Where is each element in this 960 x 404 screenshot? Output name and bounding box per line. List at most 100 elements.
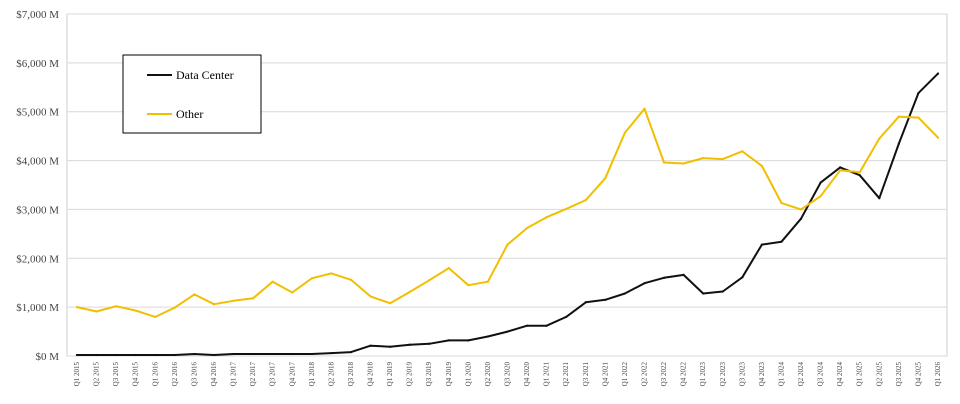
x-tick-label: Q3 2023 — [738, 362, 746, 387]
x-tick-label: Q1 2024 — [777, 362, 785, 387]
y-tick-label: $2,000 M — [16, 253, 59, 265]
data-point-data-center — [760, 243, 763, 246]
data-point-data-center — [291, 352, 294, 356]
data-point-other — [212, 303, 216, 306]
data-point-other — [682, 162, 685, 165]
x-tick-label: Q4 2018 — [367, 362, 375, 387]
data-point-data-center — [349, 350, 353, 354]
x-tick-label: Q2 2018 — [327, 362, 335, 387]
x-tick-label: Q1 2025 — [856, 362, 864, 387]
data-point-data-center — [173, 353, 176, 357]
data-point-data-center — [95, 353, 98, 357]
data-point-other — [330, 272, 333, 275]
series-line-other — [76, 107, 939, 318]
x-tick-label: Q3 2017 — [269, 362, 277, 387]
x-tick-label: Q1 2016 — [151, 362, 159, 387]
y-tick-label: $1,000 M — [16, 302, 59, 314]
data-point-data-center — [741, 276, 744, 279]
data-point-other — [95, 310, 98, 313]
y-tick-label: $7,000 M — [16, 9, 59, 21]
data-point-other — [369, 295, 372, 298]
x-tick-label: Q2 2016 — [171, 362, 179, 387]
x-tick-label: Q2 2025 — [875, 362, 883, 387]
data-point-other — [643, 107, 646, 110]
x-tick-label: Q1 2018 — [308, 362, 316, 387]
data-point-other — [428, 279, 431, 282]
data-point-other — [858, 171, 861, 174]
data-point-other — [349, 278, 353, 281]
data-point-other — [702, 157, 705, 160]
data-point-other — [545, 216, 548, 219]
data-point-other — [232, 299, 235, 302]
x-tick-label: Q4 2024 — [836, 362, 844, 387]
data-point-data-center — [819, 181, 822, 184]
x-tick-label: Q4 2023 — [758, 362, 766, 387]
x-tick-label: Q4 2020 — [523, 362, 531, 387]
x-tick-label: Q2 2022 — [640, 362, 648, 387]
data-point-other — [467, 284, 470, 287]
data-point-data-center — [936, 72, 940, 75]
data-point-data-center — [154, 353, 157, 357]
data-point-data-center — [486, 335, 490, 338]
x-axis-ticks: Q1 2015 Q2 2015 Q3 2015 Q4 2015 Q1 2016 Q2 20… — [73, 362, 942, 387]
data-point-data-center — [584, 301, 587, 304]
data-point-data-center — [878, 197, 881, 200]
data-point-data-center — [232, 352, 235, 356]
data-point-other — [839, 169, 842, 172]
x-tick-label: Q3 2015 — [112, 362, 120, 387]
data-point-other — [173, 306, 176, 309]
x-tick-label: Q2 2017 — [249, 362, 257, 387]
data-point-other — [75, 306, 79, 309]
data-point-other — [506, 243, 509, 246]
y-tick-label: $0 M — [35, 351, 59, 363]
y-tick-label: $6,000 M — [16, 58, 59, 70]
data-point-data-center — [193, 352, 196, 356]
data-point-data-center — [75, 353, 79, 357]
data-point-data-center — [799, 217, 803, 220]
data-point-other — [486, 280, 490, 283]
x-tick-label: Q4 2016 — [210, 362, 218, 387]
data-point-other — [741, 150, 744, 153]
data-point-data-center — [212, 353, 216, 357]
data-point-other — [565, 207, 568, 211]
data-point-data-center — [565, 315, 568, 319]
legend-box — [122, 54, 262, 134]
data-point-data-center — [506, 330, 509, 333]
legend-label-other: Other — [176, 107, 203, 121]
data-point-data-center — [134, 353, 137, 357]
data-point-data-center — [428, 342, 431, 345]
data-point-data-center — [897, 142, 900, 145]
data-point-other — [193, 293, 196, 296]
data-point-other — [291, 291, 294, 294]
data-point-other — [447, 266, 450, 270]
data-point-data-center — [643, 282, 646, 285]
data-point-other — [252, 297, 255, 300]
data-point-data-center — [682, 273, 685, 276]
x-tick-label: Q1 2022 — [621, 362, 629, 387]
data-point-other — [584, 199, 587, 202]
legend: Data Center Other — [122, 54, 262, 134]
data-point-data-center — [388, 345, 392, 348]
data-point-other — [780, 201, 783, 205]
data-point-other — [408, 290, 411, 294]
x-tick-label: Q4 2015 — [132, 362, 140, 387]
data-point-other — [604, 177, 607, 180]
x-tick-label: Q3 2019 — [425, 362, 433, 387]
data-point-other — [388, 302, 392, 305]
x-tick-label: Q1 2023 — [699, 362, 707, 387]
data-point-data-center — [662, 276, 666, 279]
data-point-data-center — [623, 292, 627, 295]
x-tick-label: Q4 2021 — [601, 362, 609, 387]
data-point-other — [878, 137, 881, 140]
data-point-other — [115, 305, 118, 308]
x-tick-label: Q1 2020 — [464, 362, 472, 387]
data-point-data-center — [545, 324, 548, 327]
x-tick-label: Q1 2015 — [73, 362, 81, 387]
x-tick-label: Q4 2019 — [445, 362, 453, 387]
data-point-other — [936, 136, 940, 139]
series-lines — [75, 72, 940, 357]
data-point-data-center — [858, 174, 861, 177]
data-point-other — [310, 277, 313, 280]
